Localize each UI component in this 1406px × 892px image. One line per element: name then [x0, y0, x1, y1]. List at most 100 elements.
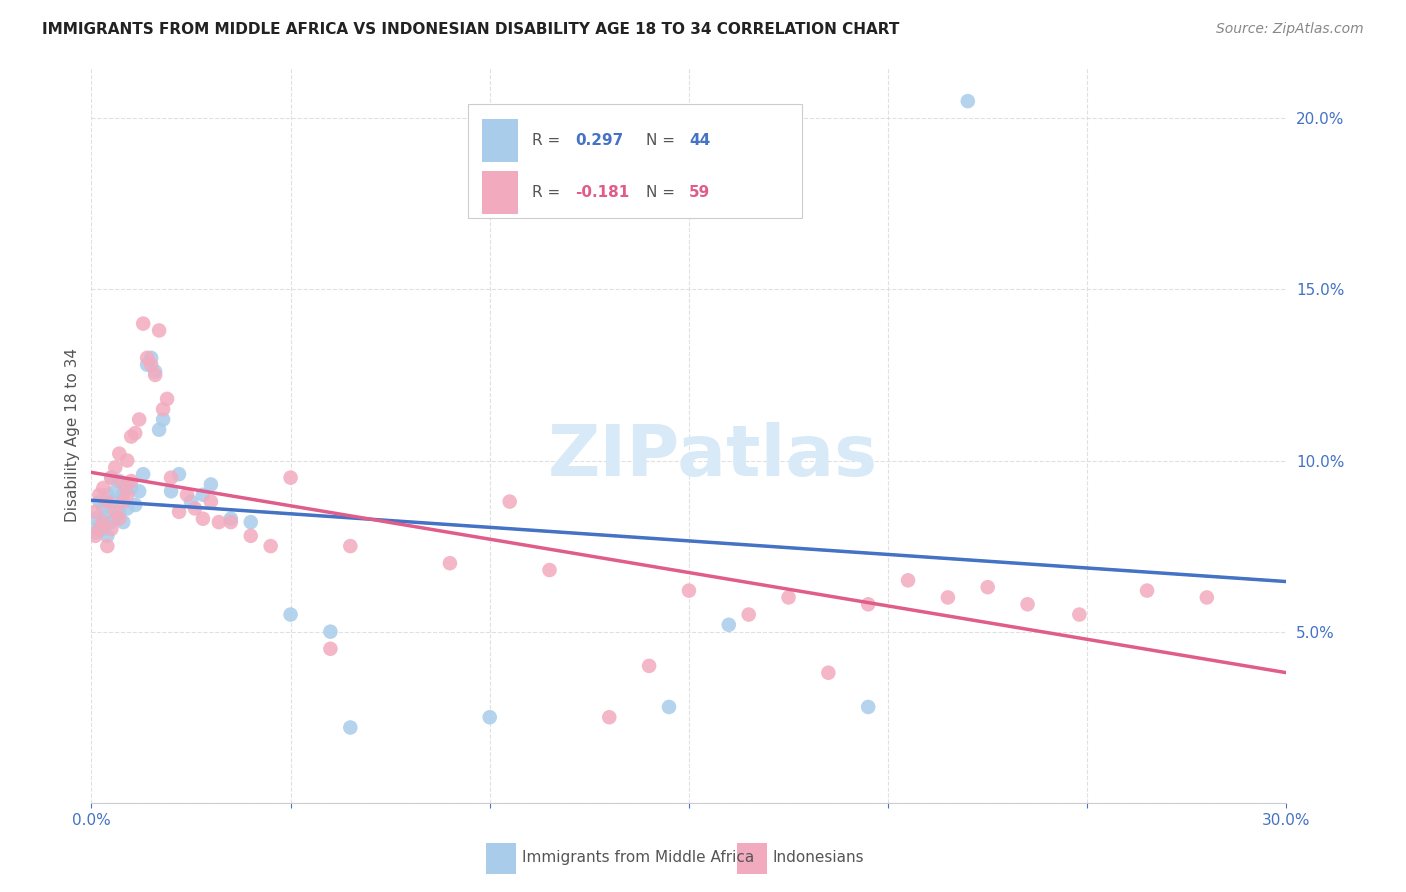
Point: [89, 494, 111, 508]
Point: [778, 591, 800, 605]
Point: [112, 494, 135, 508]
Text: -0.181: -0.181: [575, 186, 630, 200]
Point: [84, 529, 107, 543]
Point: [141, 358, 162, 372]
Point: [148, 323, 170, 337]
Point: [143, 365, 166, 379]
FancyBboxPatch shape: [737, 843, 766, 874]
Point: [1017, 597, 1039, 611]
Point: [132, 467, 155, 482]
Point: [120, 481, 142, 495]
Point: [319, 641, 342, 656]
Point: [200, 494, 222, 508]
Point: [259, 539, 281, 553]
Point: [280, 470, 302, 484]
Point: [439, 556, 461, 570]
Point: [678, 583, 700, 598]
Point: [498, 494, 520, 508]
Point: [120, 429, 142, 443]
Point: [112, 488, 135, 502]
Point: [120, 474, 142, 488]
Point: [856, 700, 880, 714]
Text: 0.297: 0.297: [575, 133, 624, 148]
FancyBboxPatch shape: [468, 103, 803, 218]
Point: [897, 574, 920, 588]
Point: [184, 501, 207, 516]
Point: [112, 477, 135, 491]
Point: [956, 94, 979, 108]
Point: [96, 529, 118, 543]
Text: R =: R =: [533, 186, 565, 200]
Point: [128, 484, 150, 499]
Point: [339, 539, 361, 553]
Point: [108, 474, 131, 488]
Point: [976, 580, 998, 594]
Point: [936, 591, 959, 605]
Point: [160, 484, 183, 499]
Point: [638, 659, 661, 673]
Point: [96, 488, 118, 502]
Point: [100, 470, 122, 484]
Point: [93, 481, 115, 495]
Point: [143, 368, 166, 382]
Point: [191, 488, 214, 502]
Point: [100, 515, 122, 529]
Point: [84, 505, 107, 519]
Point: [124, 426, 146, 441]
Point: [167, 467, 190, 482]
Point: [219, 512, 242, 526]
Point: [717, 617, 740, 632]
Point: [89, 522, 111, 536]
Text: 44: 44: [689, 133, 710, 148]
Text: N =: N =: [645, 133, 679, 148]
Point: [136, 358, 159, 372]
Point: [180, 494, 202, 508]
Point: [856, 597, 880, 611]
Point: [200, 477, 222, 491]
Point: [124, 498, 146, 512]
Point: [152, 402, 174, 417]
Point: [817, 665, 839, 680]
Point: [598, 710, 620, 724]
Point: [93, 501, 115, 516]
Point: [319, 624, 342, 639]
Point: [100, 494, 122, 508]
Point: [737, 607, 759, 622]
Point: [89, 488, 111, 502]
Text: R =: R =: [533, 133, 565, 148]
Point: [128, 412, 150, 426]
Point: [89, 518, 111, 533]
Point: [152, 412, 174, 426]
Point: [108, 447, 131, 461]
Text: N =: N =: [645, 186, 679, 200]
Point: [115, 501, 138, 516]
Text: IMMIGRANTS FROM MIDDLE AFRICA VS INDONESIAN DISABILITY AGE 18 TO 34 CORRELATION : IMMIGRANTS FROM MIDDLE AFRICA VS INDONES…: [42, 22, 900, 37]
Text: ZIPatlas: ZIPatlas: [548, 423, 877, 491]
Point: [239, 515, 262, 529]
Text: Source: ZipAtlas.com: Source: ZipAtlas.com: [1216, 22, 1364, 37]
Point: [96, 494, 118, 508]
Point: [239, 529, 262, 543]
Point: [104, 505, 127, 519]
Point: [1195, 591, 1218, 605]
Point: [115, 453, 138, 467]
Point: [104, 484, 127, 499]
Point: [167, 505, 190, 519]
Point: [1069, 607, 1091, 622]
Y-axis label: Disability Age 18 to 34: Disability Age 18 to 34: [65, 348, 80, 522]
Point: [93, 522, 115, 536]
Point: [538, 563, 561, 577]
Point: [176, 488, 198, 502]
Text: Indonesians: Indonesians: [773, 850, 865, 865]
Point: [478, 710, 501, 724]
Point: [84, 512, 107, 526]
Point: [156, 392, 179, 406]
Point: [100, 522, 122, 536]
FancyBboxPatch shape: [486, 843, 516, 874]
Point: [108, 512, 131, 526]
Point: [141, 351, 162, 365]
Point: [160, 470, 183, 484]
Point: [115, 477, 138, 491]
Point: [208, 515, 231, 529]
Point: [191, 512, 214, 526]
